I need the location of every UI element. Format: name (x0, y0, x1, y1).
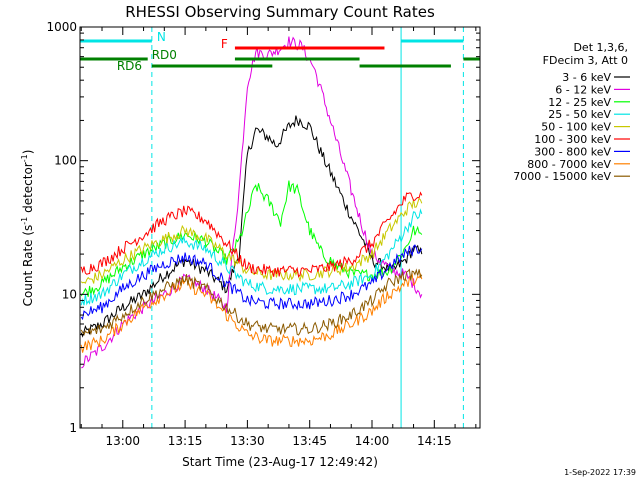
x-axis-label: Start Time (23-Aug-17 12:49:42) (182, 455, 378, 469)
y-axis-label-sup: -1 (20, 217, 29, 225)
x-tick-label: 13:30 (230, 434, 265, 448)
axes: 1 10 100 1000 13:00 13:15 13:30 13:45 14:00 14:15 (46, 20, 481, 448)
flag-bar-label: F (221, 37, 228, 51)
legend-entry-label: 100 - 300 keV (534, 133, 611, 146)
y-tick-label: 100 (54, 154, 77, 168)
series-line (80, 268, 423, 336)
y-axis-label: Count Rate (s-1 detector-1) (20, 150, 35, 307)
x-tick-label: 13:15 (168, 434, 203, 448)
x-tick-label: 13:00 (105, 434, 140, 448)
x-tick-label: 13:45 (292, 434, 327, 448)
y-tick-label: 1000 (46, 20, 77, 34)
series-line (80, 180, 423, 297)
legend-entry-label: 800 - 7000 keV (527, 158, 611, 171)
legend-entry-label: 50 - 100 keV (541, 121, 611, 134)
x-tick-label: 14:00 (355, 434, 390, 448)
legend-entry-label: 3 - 6 keV (562, 71, 611, 84)
y-tick-label: 10 (62, 287, 77, 301)
legend-entry-label: 300 - 800 keV (534, 145, 611, 158)
x-tick-label: 14:15 (417, 434, 452, 448)
flag-bar-label: RD6 (117, 59, 142, 73)
footer-date: 1-Sep-2022 17:39 (564, 468, 636, 477)
chart-title: RHESSI Observing Summary Count Rates (125, 3, 435, 21)
flag-bar-label: RD0 (152, 48, 177, 62)
series-line (80, 208, 423, 306)
y-axis-label-part: detector (21, 162, 35, 217)
plot-frame (79, 26, 481, 429)
plot-area: N F RD0 RD6 (79, 27, 480, 428)
series-line (80, 272, 423, 353)
y-axis-label-part: Count Rate (s (21, 225, 35, 307)
series-line (80, 191, 423, 278)
legend-header-line: FDecim 3, Att 0 (543, 54, 628, 67)
series-line (80, 244, 423, 321)
y-axis-label-sup: -1 (20, 154, 29, 162)
legend-entry-label: 6 - 12 keV (555, 83, 611, 96)
flag-bar-label: N (157, 30, 166, 44)
legend-entry-label: 25 - 50 keV (548, 108, 611, 121)
legend-header-line: Det 1,3,6, (573, 41, 628, 54)
legend-entry-label: 12 - 25 keV (548, 96, 611, 109)
y-tick-label: 1 (69, 421, 77, 435)
y-axis-label-part: ) (21, 150, 35, 155)
legend-entry-label: 7000 - 15000 keV (513, 170, 611, 183)
